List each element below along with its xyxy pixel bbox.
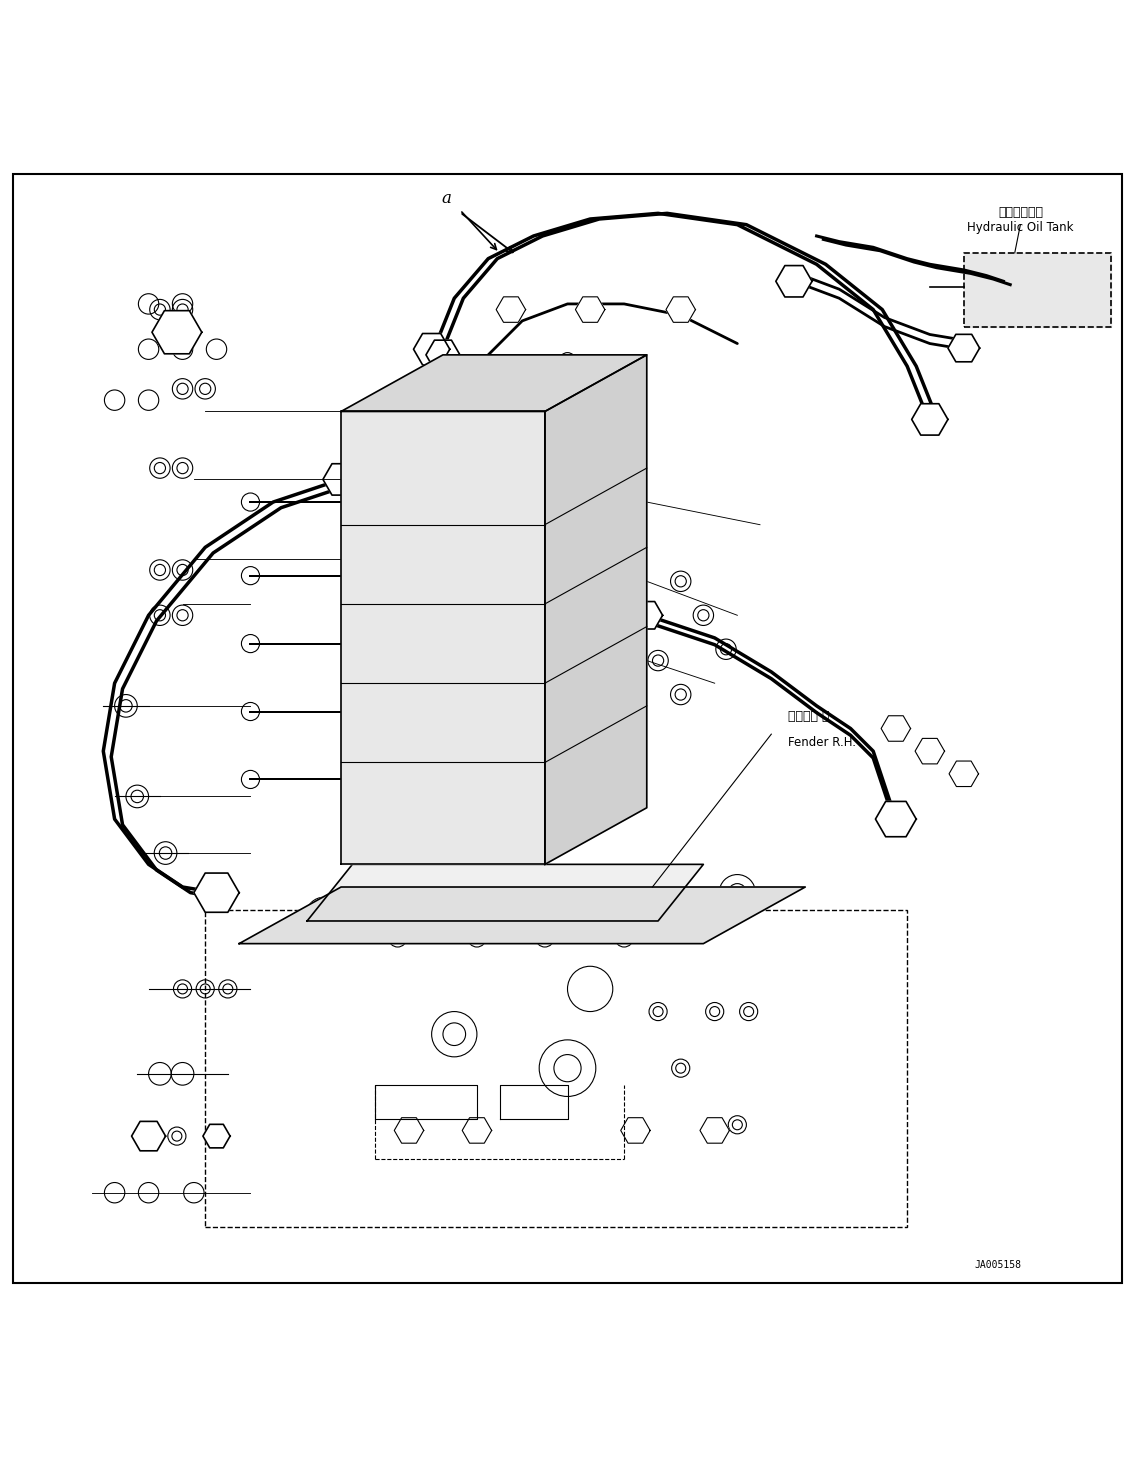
- Polygon shape: [426, 339, 460, 370]
- Polygon shape: [911, 404, 948, 436]
- Polygon shape: [203, 1125, 230, 1148]
- Text: a: a: [442, 189, 452, 207]
- Polygon shape: [394, 1118, 423, 1144]
- Polygon shape: [949, 761, 978, 787]
- Text: フェンダ 右: フェンダ 右: [789, 710, 830, 723]
- Polygon shape: [875, 801, 916, 836]
- Polygon shape: [152, 310, 202, 354]
- Text: JA005158: JA005158: [974, 1260, 1022, 1269]
- Polygon shape: [964, 254, 1111, 326]
- Polygon shape: [631, 602, 663, 629]
- Polygon shape: [545, 356, 647, 864]
- Polygon shape: [194, 873, 239, 912]
- Polygon shape: [413, 334, 449, 364]
- Polygon shape: [575, 297, 605, 322]
- Polygon shape: [308, 864, 704, 921]
- Polygon shape: [132, 1122, 166, 1151]
- Polygon shape: [666, 297, 696, 322]
- Text: a: a: [411, 431, 421, 447]
- Polygon shape: [621, 1118, 650, 1144]
- Text: Fender R.H.: Fender R.H.: [789, 736, 856, 749]
- Polygon shape: [700, 1118, 730, 1144]
- Polygon shape: [323, 463, 359, 495]
- Polygon shape: [881, 715, 910, 742]
- Polygon shape: [239, 887, 805, 944]
- Text: 作動油タンク: 作動油タンク: [998, 205, 1043, 219]
- Polygon shape: [340, 356, 647, 411]
- Polygon shape: [776, 265, 812, 297]
- Polygon shape: [915, 739, 944, 763]
- Polygon shape: [948, 334, 980, 361]
- Polygon shape: [496, 297, 526, 322]
- Text: Hydraulic Oil Tank: Hydraulic Oil Tank: [967, 221, 1074, 235]
- Polygon shape: [462, 1118, 491, 1144]
- Bar: [205, 909, 907, 1227]
- Polygon shape: [340, 411, 545, 864]
